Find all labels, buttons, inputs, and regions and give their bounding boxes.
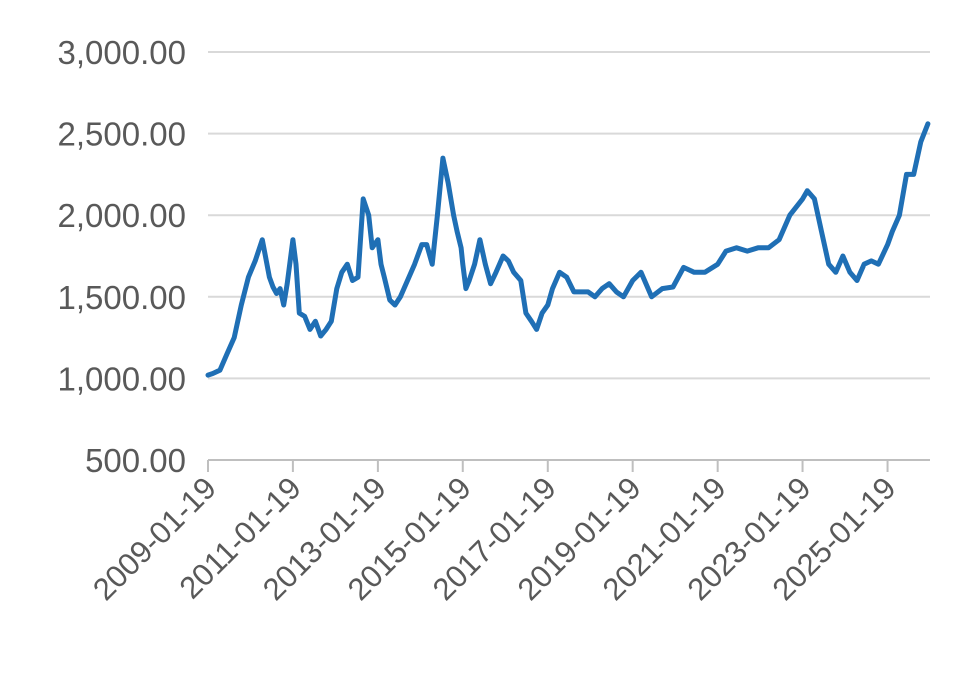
- series-layer: [205, 121, 931, 378]
- y-tick-label: 500.00: [85, 442, 186, 479]
- x-axis: [207, 459, 930, 472]
- y-tick-label: 3,000.00: [58, 34, 186, 71]
- y-tick-label: 2,000.00: [58, 197, 186, 234]
- y-tick-label: 1,000.00: [58, 360, 186, 397]
- y-tick-label: 2,500.00: [58, 116, 186, 153]
- x-tick-labels: 2009-01-192011-01-192013-01-192015-01-19…: [86, 470, 902, 607]
- y-tick-labels: 500.00 1,000.00 1,500.00 2,000.00 2,500.00 3,…: [58, 34, 186, 479]
- series-line: [205, 121, 931, 378]
- y-tick-label: 1,500.00: [58, 279, 186, 316]
- gridlines: [208, 51, 930, 380]
